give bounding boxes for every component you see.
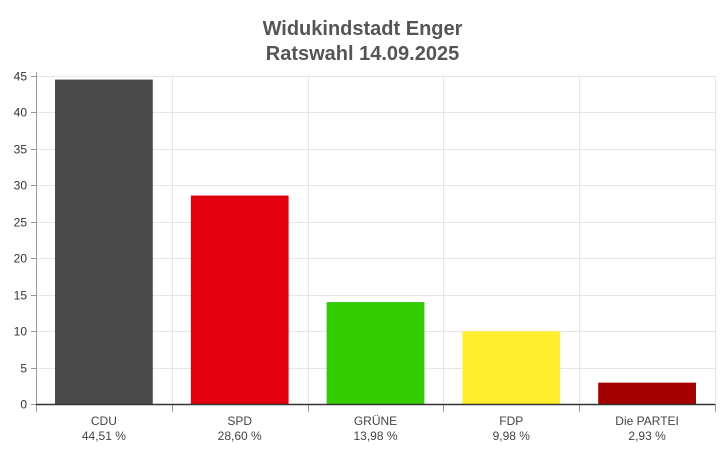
bar-gr-ne [326,302,425,404]
y-tick-label: 40 [14,106,28,120]
y-tick-label: 30 [14,179,28,193]
y-tick-label: 45 [14,70,28,84]
x-value-label: 9,98 % [493,429,531,443]
y-tick-label: 10 [14,325,28,339]
bar-die-partei [598,382,696,404]
x-value-label: 44,51 % [82,429,126,443]
x-category-label: Die PARTEI [615,414,679,428]
x-value-label: 2,93 % [628,429,666,443]
chart-title: Widukindstadt Enger [262,18,463,40]
y-tick-label: 5 [20,362,27,376]
y-tick-label: 25 [14,216,28,230]
chart-subtitle: Ratswahl 14.09.2025 [265,43,460,65]
bar-spd [190,195,289,404]
y-tick-label: 20 [14,252,28,266]
y-tick-label: 35 [14,143,28,157]
y-tick-label: 0 [20,398,27,412]
y-tick-label: 15 [14,289,28,303]
bar-cdu [55,79,153,404]
x-value-label: 13,98 % [353,429,397,443]
x-category-label: GRÜNE [354,414,397,428]
x-category-label: CDU [91,414,117,428]
x-category-label: FDP [499,414,523,428]
x-category-label: SPD [227,414,252,428]
bar-fdp [462,331,561,404]
x-value-label: 28,60 % [218,429,262,443]
